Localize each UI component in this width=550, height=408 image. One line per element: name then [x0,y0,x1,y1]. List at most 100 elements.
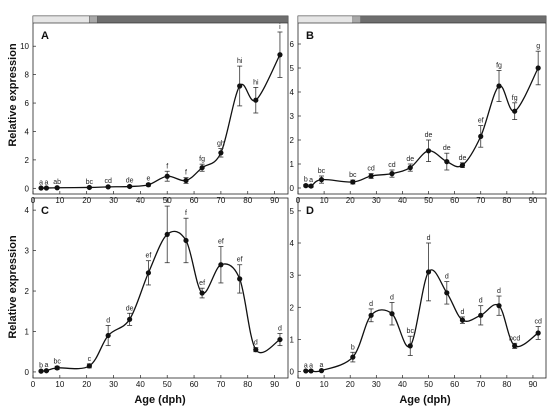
data-point [459,317,466,323]
data-point [459,162,466,168]
y-tick-label: 0 [290,184,295,193]
y-tick-label: 0 [25,368,30,377]
significance-label: d [254,340,258,347]
significance-label: bc [407,328,415,335]
y-tick-label: 4 [25,206,30,215]
data-point [350,179,356,185]
data-point [54,185,60,191]
data-point [105,332,111,339]
data-point [308,368,314,374]
x-tick-label: 70 [476,380,485,389]
data-point [237,83,243,89]
expression-curve [305,67,539,188]
significance-label: ab [53,179,61,186]
data-point [237,276,243,282]
y-axis-title-bottom: Relative expression [7,235,19,339]
significance-label: d [461,309,465,316]
y-tick-label: 2 [290,136,295,145]
y-tick-label: 5 [290,207,295,216]
data-point [407,343,413,349]
x-tick-label: 50 [163,380,172,389]
x-tick-label: 30 [372,380,381,389]
x-tick-label: 90 [270,380,279,389]
data-point [218,262,224,268]
significance-label: d [479,298,483,305]
significance-label: hi [237,58,243,65]
significance-label: bc [318,168,326,175]
significance-label: d [445,274,449,281]
significance-label: de [459,155,467,162]
x-tick-label: 80 [502,380,511,389]
data-point [277,52,283,58]
significance-label: ef [478,118,484,125]
panel-c: 0 10 20 30 40 50 60 70 80 90 0 1 2 3 4 Cb abc c d de ef f f ef e… [25,197,289,389]
x-tick-label: 30 [372,196,381,205]
data-point [444,159,450,165]
x-tick-label: 50 [424,380,433,389]
significance-label: bc [86,179,94,186]
significance-label: f [166,163,168,170]
stage-bar-segment [297,15,354,24]
x-tick-label: 50 [424,196,433,205]
significance-label: cd [534,319,542,326]
x-tick-label: 60 [190,380,199,389]
data-point [145,182,152,188]
expression-curve [305,269,539,373]
x-tick-label: 40 [398,196,407,205]
x-tick-label: 80 [502,196,511,205]
data-point [145,270,152,276]
y-tick-label: 4 [25,127,30,136]
data-point [127,316,133,322]
x-tick-label: 90 [270,196,279,205]
data-point [425,269,432,275]
data-point [199,290,205,296]
data-point [368,312,374,318]
significance-label: a [304,362,308,369]
significance-label: d [497,288,501,295]
data-point [127,183,133,190]
significance-label: b [304,176,308,183]
data-point [253,347,259,353]
y-tick-label: 3 [25,247,30,256]
significance-label: ef [237,257,243,264]
data-point [389,311,395,317]
data-point [183,177,189,184]
significance-label: d [369,301,373,308]
significance-label: a [39,179,43,186]
significance-label: d [106,317,110,324]
data-point [512,343,518,349]
panel-letter: B [306,30,314,42]
x-tick-label: 70 [216,196,225,205]
significance-label: ef [218,239,224,246]
y-tick-label: 1 [25,327,30,336]
data-point [164,173,170,179]
x-tick-label: 70 [216,380,225,389]
x-tick-label: 20 [346,380,355,389]
x-tick-label: 20 [346,196,355,205]
data-point [86,184,92,191]
significance-label: b [39,362,43,369]
x-tick-label: 20 [82,380,91,389]
data-point [308,183,314,189]
significance-label: a [309,362,313,369]
significance-label: a [44,179,48,186]
data-point [444,290,450,296]
x-tick-label: 60 [450,196,459,205]
x-tick-label: 10 [55,196,64,205]
x-tick-label: 70 [476,196,485,205]
data-point [496,303,502,309]
significance-label: i [279,24,281,31]
x-tick-label: 40 [398,380,407,389]
data-point [199,165,205,171]
y-tick-label: 1 [290,335,295,344]
y-tick-label: 5 [290,64,295,73]
y-tick-label: 2 [25,156,30,165]
significance-label: a [309,177,313,184]
data-point [38,368,44,374]
data-point [43,368,50,374]
significance-label: e [146,175,150,182]
significance-label: a [44,362,48,369]
stage-bar-segment [32,15,90,24]
y-tick-label: 10 [20,42,29,51]
